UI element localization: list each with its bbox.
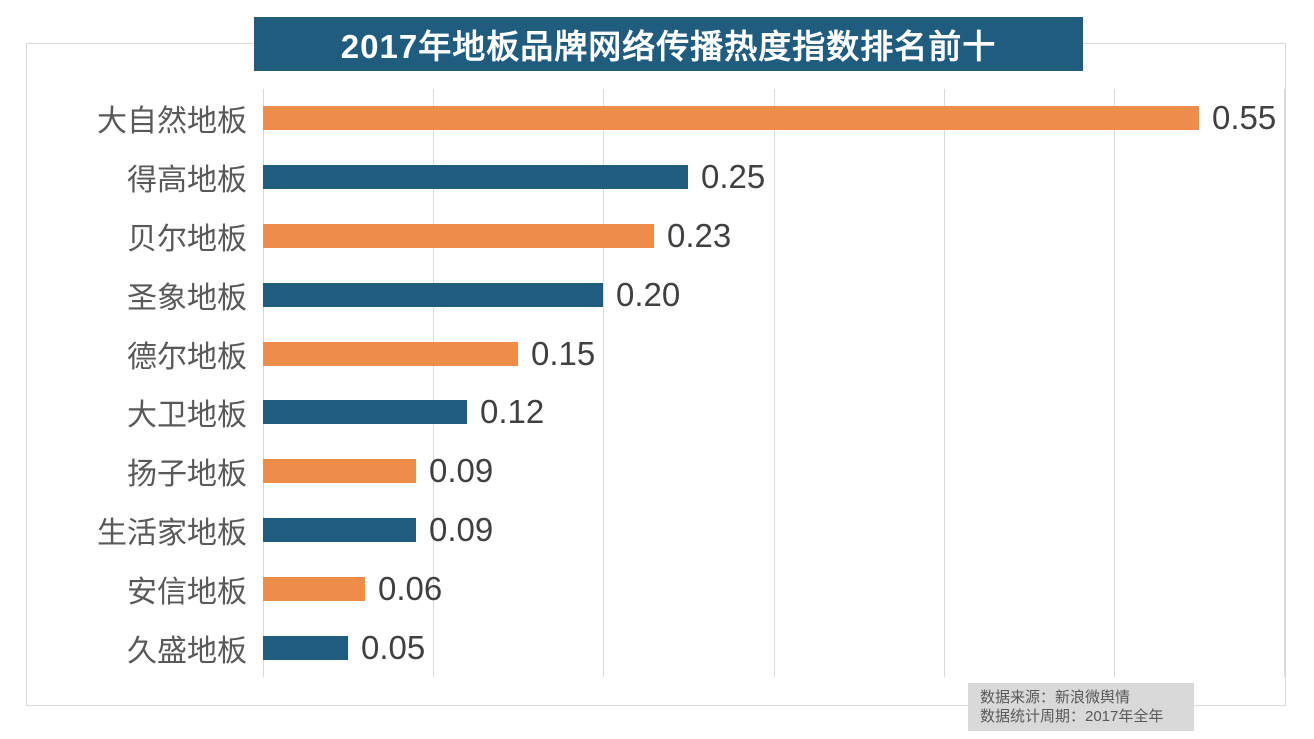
source-note-line1: 数据来源：新浪微舆情: [980, 689, 1131, 706]
bar-rows: 大自然地板 0.55 得高地板 0.25 贝尔地板 0.23 圣象地板 0.20 德尔地板 0.1…: [10, 89, 1304, 677]
value-label: 0.23: [667, 216, 732, 254]
gridline: [603, 89, 604, 677]
chart-frame: [26, 43, 1286, 706]
bar: [263, 165, 688, 190]
plot-area: [263, 89, 1285, 677]
category-label: 德尔地板: [127, 340, 247, 374]
chart-title: 2017年地板品牌网络传播热度指数排名前十: [254, 17, 1083, 71]
value-label: 0.20: [616, 275, 681, 313]
bar-row: 德尔地板 0.15: [10, 324, 1304, 383]
gridline: [433, 89, 434, 677]
bar-row: 大卫地板 0.12: [10, 383, 1304, 442]
bar: [263, 106, 1199, 131]
category-label: 安信地板: [127, 575, 247, 609]
value-label: 0.25: [701, 158, 766, 196]
bar: [263, 635, 348, 660]
bar-row: 扬子地板 0.09: [10, 442, 1304, 501]
category-label: 圣象地板: [127, 281, 247, 315]
value-label: 0.09: [429, 452, 494, 490]
bar-row: 生活家地板 0.09: [10, 501, 1304, 560]
category-label: 大自然地板: [97, 105, 247, 139]
category-label: 扬子地板: [127, 458, 247, 492]
value-label: 0.06: [378, 569, 443, 607]
bar: [263, 223, 654, 248]
gridline: [944, 89, 945, 677]
bar-row: 大自然地板 0.55: [10, 89, 1304, 148]
bar-row: 久盛地板 0.05: [10, 618, 1304, 677]
gridline: [774, 89, 775, 677]
category-label: 贝尔地板: [127, 222, 247, 256]
gridline: [1284, 89, 1285, 677]
gridline: [1114, 89, 1115, 677]
gridline: [263, 89, 264, 677]
bar-row: 得高地板 0.25: [10, 148, 1304, 207]
source-note: 数据来源：新浪微舆情 数据统计周期：2017年全年: [968, 683, 1194, 731]
value-label: 0.12: [480, 393, 545, 431]
value-label: 0.55: [1212, 99, 1277, 137]
category-label: 生活家地板: [97, 516, 247, 550]
category-label: 久盛地板: [127, 634, 247, 668]
category-label: 大卫地板: [127, 399, 247, 433]
bar: [263, 341, 518, 366]
value-label: 0.09: [429, 510, 494, 548]
bar-row: 安信地板 0.06: [10, 559, 1304, 618]
value-label: 0.15: [531, 334, 596, 372]
value-label: 0.05: [361, 628, 426, 666]
bar-row: 圣象地板 0.20: [10, 265, 1304, 324]
bar: [263, 282, 603, 307]
category-label: 得高地板: [127, 164, 247, 198]
source-note-line2: 数据统计周期：2017年全年: [980, 708, 1164, 725]
bar: [263, 517, 416, 542]
bar: [263, 459, 416, 484]
bar: [263, 400, 467, 425]
bar-row: 贝尔地板 0.23: [10, 207, 1304, 266]
bar: [263, 576, 365, 601]
